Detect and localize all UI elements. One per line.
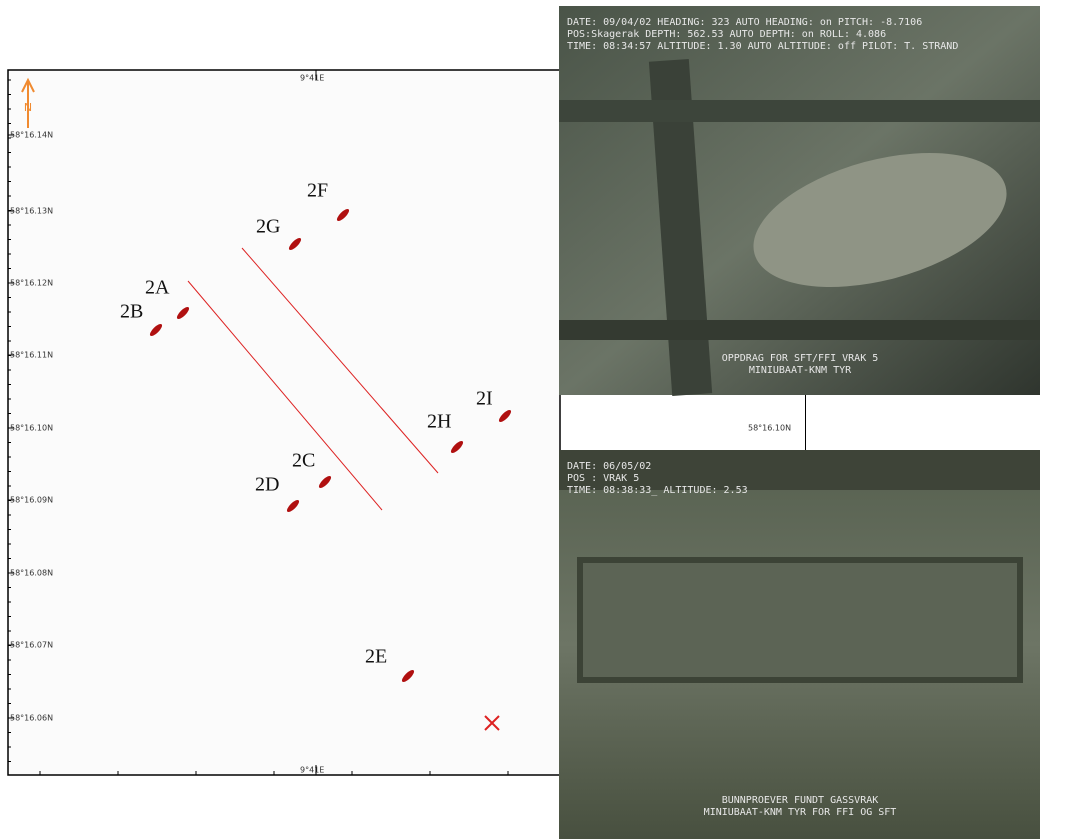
map-frame xyxy=(7,69,561,776)
wreck-marker xyxy=(401,669,415,683)
marker-label: 2G xyxy=(256,216,280,238)
osd-text: DATE: 09/04/02 HEADING: 323 AUTO HEADING… xyxy=(567,17,922,28)
lat-label: 58°16.08N xyxy=(10,569,53,578)
wreck-marker xyxy=(498,409,512,423)
survey-line xyxy=(241,247,439,474)
osd-text: DATE: 06/05/02 xyxy=(567,461,651,472)
marker-label: 2D xyxy=(255,474,279,496)
lat-label: 58°16.07N xyxy=(10,641,53,650)
beam xyxy=(559,100,1040,122)
object xyxy=(753,152,1007,288)
osd-text: TIME: 08:34:57 ALTITUDE: 1.30 AUTO ALTIT… xyxy=(567,41,958,52)
lon-label-top: 9°41E xyxy=(300,74,324,83)
photo-caption: MINIUBAAT-KNM TYR xyxy=(749,365,852,376)
lat-label: 58°16.11N xyxy=(10,351,53,360)
marker-label: 2C xyxy=(292,450,315,472)
photo-caption: OPPDRAG FOR SFT/FFI VRAK 5 xyxy=(722,353,879,364)
lat-label: 58°16.13N xyxy=(10,207,53,216)
osd-text: TIME: 08:38:33_ ALTITUDE: 2.53 xyxy=(567,485,748,496)
osd-text: POS:Skagerak DEPTH: 562.53 AUTO DEPTH: o… xyxy=(567,29,886,40)
photo-caption: MINIUBAAT-KNM TYR FOR FFI OG SFT xyxy=(704,807,897,818)
osd-text: POS : VRAK 5 xyxy=(567,473,639,484)
marker-label: 2F xyxy=(307,180,328,202)
north-label: N xyxy=(24,101,32,114)
frame-edge xyxy=(805,395,806,450)
beam xyxy=(648,58,713,396)
photo-caption: BUNNPROEVER FUNDT GASSVRAK xyxy=(722,795,879,806)
marker-label: 2E xyxy=(365,646,387,668)
wreck-marker xyxy=(176,306,190,320)
lat-label: 58°16.12N xyxy=(10,279,53,288)
beam xyxy=(559,450,1040,490)
survey-line xyxy=(187,280,383,511)
lat-label: 58°16.09N xyxy=(10,496,53,505)
marker-label: 2I xyxy=(476,388,493,410)
lat-label: 58°16.14N xyxy=(10,131,53,140)
lat-label-right: 58°16.10N xyxy=(748,424,791,433)
lat-label: 58°16.10N xyxy=(10,424,53,433)
wreck-marker xyxy=(318,475,332,489)
wreck-marker xyxy=(336,208,350,222)
lat-label: 58°16.06N xyxy=(10,714,53,723)
marker-label: 2B xyxy=(120,301,143,323)
marker-label: 2A xyxy=(145,277,170,299)
wreck-marker xyxy=(149,323,163,337)
cross-marker xyxy=(484,715,500,731)
wreck-marker xyxy=(450,440,464,454)
wreck-marker xyxy=(288,237,302,251)
structure xyxy=(577,557,1023,683)
lon-label-bottom: 9°41E xyxy=(300,766,324,775)
wreck-marker xyxy=(286,499,300,513)
beam xyxy=(559,320,1040,340)
marker-label: 2H xyxy=(427,411,451,433)
north-arrow-head xyxy=(21,77,35,93)
